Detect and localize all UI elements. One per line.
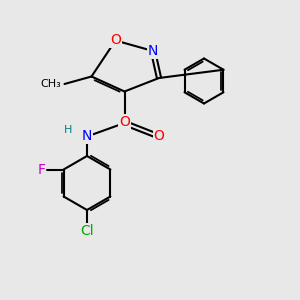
Text: O: O [154,130,164,143]
Text: N: N [82,130,92,143]
Text: CH₃: CH₃ [40,79,61,89]
Text: N: N [148,44,158,58]
Text: F: F [38,163,46,176]
Text: H: H [64,124,72,135]
Text: O: O [110,34,121,47]
Text: O: O [119,115,130,128]
Text: Cl: Cl [80,224,94,238]
